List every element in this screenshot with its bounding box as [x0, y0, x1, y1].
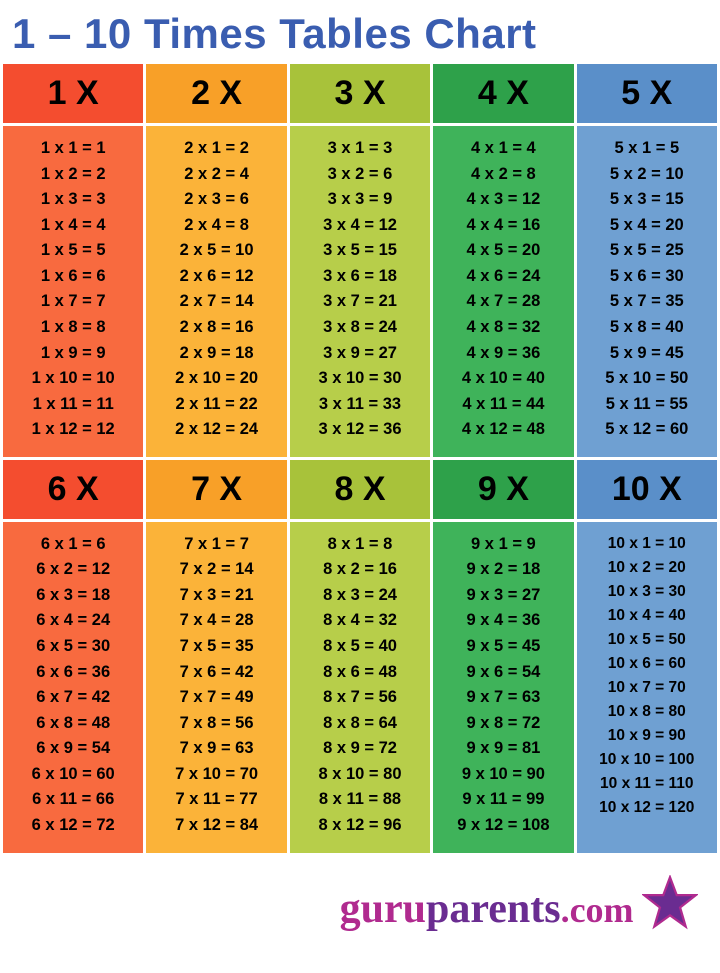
table-body: 4 x 1 = 44 x 2 = 84 x 3 = 124 x 4 = 164 …	[433, 126, 573, 457]
footer-brand: guruparents.com	[340, 885, 634, 933]
table-body: 10 x 1 = 1010 x 2 = 2010 x 3 = 3010 x 4 …	[577, 522, 717, 853]
table-header: 3 X	[290, 64, 430, 123]
footer-guru: guru	[340, 886, 426, 932]
times-tables-grid: 1 X2 X3 X4 X5 X 1 x 1 = 11 x 2 = 21 x 3 =…	[0, 64, 720, 853]
table-header: 1 X	[3, 64, 143, 123]
table-body: 6 x 1 = 66 x 2 = 126 x 3 = 186 x 4 = 246…	[3, 522, 143, 853]
table-body: 7 x 1 = 77 x 2 = 147 x 3 = 217 x 4 = 287…	[146, 522, 286, 853]
page-title: 1 – 10 Times Tables Chart	[0, 0, 720, 64]
footer-parents: parents	[426, 886, 561, 932]
table-body: 5 x 1 = 55 x 2 = 105 x 3 = 155 x 4 = 205…	[577, 126, 717, 457]
table-header: 5 X	[577, 64, 717, 123]
table-header: 6 X	[3, 460, 143, 519]
table-header: 9 X	[433, 460, 573, 519]
table-body: 1 x 1 = 11 x 2 = 21 x 3 = 31 x 4 = 41 x …	[3, 126, 143, 457]
star-icon	[642, 875, 698, 936]
table-header: 7 X	[146, 460, 286, 519]
table-header: 4 X	[433, 64, 573, 123]
table-header: 8 X	[290, 460, 430, 519]
table-header: 10 X	[577, 460, 717, 519]
footer: guruparents.com	[0, 853, 720, 973]
table-body: 8 x 1 = 88 x 2 = 168 x 3 = 248 x 4 = 328…	[290, 522, 430, 853]
table-body: 2 x 1 = 22 x 2 = 42 x 3 = 62 x 4 = 82 x …	[146, 126, 286, 457]
footer-dotcom: .com	[561, 890, 634, 930]
table-header: 2 X	[146, 64, 286, 123]
table-body: 9 x 1 = 99 x 2 = 189 x 3 = 279 x 4 = 369…	[433, 522, 573, 853]
table-body: 3 x 1 = 33 x 2 = 63 x 3 = 93 x 4 = 123 x…	[290, 126, 430, 457]
